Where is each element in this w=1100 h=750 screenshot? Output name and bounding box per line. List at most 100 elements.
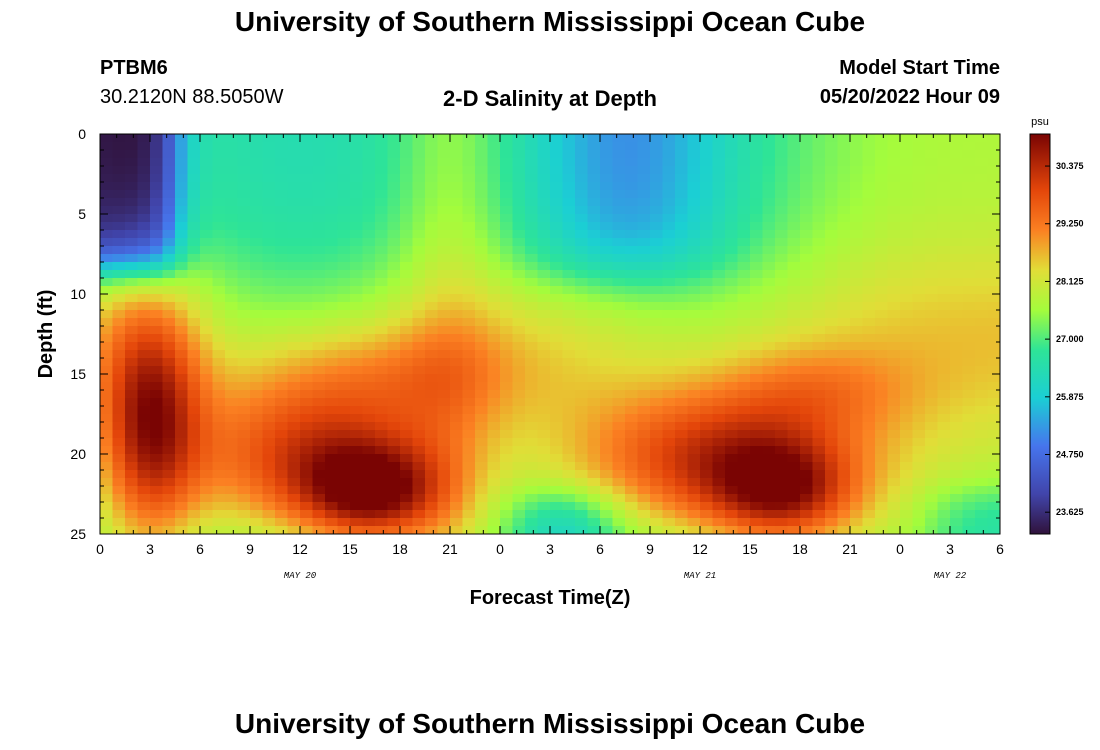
heatmap-cell [975,414,989,423]
heatmap-cell [175,262,189,271]
heatmap-cell [700,326,714,335]
heatmap-cell [687,350,701,359]
heatmap-cell [737,286,751,295]
heatmap-cell [837,206,851,215]
heatmap-cell [337,366,351,375]
heatmap-cell [175,206,189,215]
heatmap-cell [437,382,451,391]
heatmap-cell [287,414,301,423]
heatmap-cell [550,158,564,167]
heatmap-cell [887,150,901,159]
heatmap-cell [437,334,451,343]
heatmap-cell [512,478,526,487]
heatmap-cell [675,158,689,167]
heatmap-cell [812,190,826,199]
heatmap-cell [712,406,726,415]
heatmap-cell [262,486,276,495]
heatmap-cell [487,158,501,167]
heatmap-cell [337,454,351,463]
heatmap-cell [800,446,814,455]
heatmap-cell [187,286,201,295]
heatmap-cell [337,142,351,151]
heatmap-cell [112,382,126,391]
heatmap-cell [900,294,914,303]
heatmap-cell [200,198,214,207]
heatmap-cell [625,366,639,375]
heatmap-cell [150,222,164,231]
heatmap-cell [537,422,551,431]
heatmap-cell [237,526,251,534]
heatmap-cell [987,190,1000,199]
heatmap-cell [450,462,464,471]
heatmap-cell [475,478,489,487]
heatmap-cell [600,406,614,415]
heatmap-cell [337,198,351,207]
heatmap-cell [200,182,214,191]
heatmap-cell [925,414,939,423]
colorbar-unit: psu [1031,116,1049,128]
heatmap-cell [262,278,276,287]
heatmap-cell [762,462,776,471]
heatmap-cell [700,382,714,391]
heatmap-cell [762,390,776,399]
heatmap-cell [187,342,201,351]
heatmap-cell [937,446,951,455]
heatmap-cell [800,358,814,367]
heatmap-cell [712,150,726,159]
heatmap-cell [425,374,439,383]
heatmap-cell [575,518,589,527]
heatmap-cell [337,190,351,199]
heatmap-cell [712,230,726,239]
heatmap-cell [350,366,364,375]
heatmap-cell [575,182,589,191]
heatmap-cell [337,390,351,399]
heatmap-cell [737,390,751,399]
heatmap-cell [350,486,364,495]
heatmap-cell [375,198,389,207]
heatmap-cell [312,270,326,279]
heatmap-cell [237,150,251,159]
heatmap-cell [362,326,376,335]
heatmap-cell [925,390,939,399]
heatmap-cell [750,454,764,463]
heatmap-cell [937,142,951,151]
heatmap-cell [462,198,476,207]
heatmap-cell [512,406,526,415]
heatmap-cell [600,190,614,199]
heatmap-cell [775,334,789,343]
heatmap-cell [175,174,189,183]
heatmap-cell [125,206,139,215]
heatmap-cell [475,414,489,423]
heatmap-cell [337,174,351,183]
heatmap-cell [237,502,251,511]
heatmap-cell [262,422,276,431]
heatmap-cell [350,246,364,255]
heatmap-cell [537,454,551,463]
heatmap-cell [537,254,551,263]
heatmap-cell [862,518,876,527]
heatmap-cell [100,326,114,335]
heatmap-cell [325,350,339,359]
heatmap-cell [625,398,639,407]
heatmap-cell [187,414,201,423]
heatmap-cell [225,462,239,471]
heatmap-cell [562,406,576,415]
heatmap-cell [825,230,839,239]
heatmap-cell [875,198,889,207]
heatmap-cell [112,366,126,375]
heatmap-cell [325,390,339,399]
heatmap-cell [362,486,376,495]
heatmap-cell [300,526,314,534]
heatmap-cell [937,438,951,447]
heatmap-cell [225,142,239,151]
heatmap-cell [637,510,651,519]
heatmap-cell [825,350,839,359]
heatmap-cell [100,446,114,455]
heatmap-cell [487,294,501,303]
heatmap-cell [600,198,614,207]
heatmap-cell [225,238,239,247]
heatmap-cell [837,438,851,447]
heatmap-cell [825,318,839,327]
heatmap-cell [787,182,801,191]
heatmap-cell [562,390,576,399]
